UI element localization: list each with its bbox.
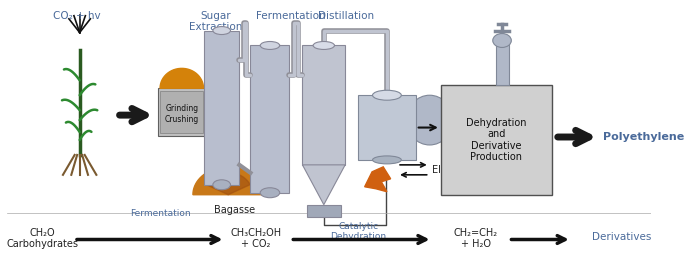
- Bar: [307, 205, 340, 217]
- Bar: [204, 31, 239, 185]
- Polygon shape: [160, 68, 204, 88]
- Ellipse shape: [373, 90, 401, 100]
- Text: Dehydration
and
Derivative
Production: Dehydration and Derivative Production: [466, 118, 527, 162]
- Bar: [358, 95, 416, 160]
- Polygon shape: [302, 165, 345, 205]
- Text: Bagasse: Bagasse: [214, 205, 256, 215]
- Text: CH₃CH₂OH
+ CO₂: CH₃CH₂OH + CO₂: [231, 228, 281, 249]
- Text: Polyethylene: Polyethylene: [603, 132, 685, 142]
- Text: CH₂=CH₂
+ H₂O: CH₂=CH₂ + H₂O: [454, 228, 498, 249]
- Ellipse shape: [213, 27, 231, 34]
- Text: Distillation: Distillation: [318, 11, 374, 21]
- Polygon shape: [207, 172, 250, 195]
- Bar: [157, 88, 206, 136]
- Bar: [160, 91, 203, 133]
- Text: CH₂O
Carbohydrates: CH₂O Carbohydrates: [6, 228, 78, 249]
- Text: Fermentation: Fermentation: [130, 208, 191, 218]
- Ellipse shape: [260, 41, 280, 49]
- Polygon shape: [365, 167, 391, 192]
- Text: Electricity: Electricity: [432, 165, 481, 175]
- Ellipse shape: [213, 180, 231, 190]
- Text: Derivatives: Derivatives: [592, 232, 651, 242]
- Polygon shape: [193, 167, 263, 195]
- Ellipse shape: [493, 34, 511, 48]
- Bar: [302, 46, 345, 165]
- Text: Grinding
Crushing: Grinding Crushing: [165, 105, 199, 124]
- Ellipse shape: [373, 156, 401, 164]
- Bar: [441, 85, 552, 195]
- Ellipse shape: [260, 188, 280, 198]
- Text: CO₂ + hv: CO₂ + hv: [53, 11, 100, 21]
- Text: Fermentation: Fermentation: [256, 11, 325, 21]
- Text: Catalytic
Dehydration: Catalytic Dehydration: [330, 222, 386, 241]
- Bar: [495, 41, 509, 85]
- Ellipse shape: [313, 41, 335, 49]
- Circle shape: [406, 95, 453, 145]
- Text: Sugar
Extraction: Sugar Extraction: [189, 11, 243, 32]
- Bar: [250, 46, 290, 193]
